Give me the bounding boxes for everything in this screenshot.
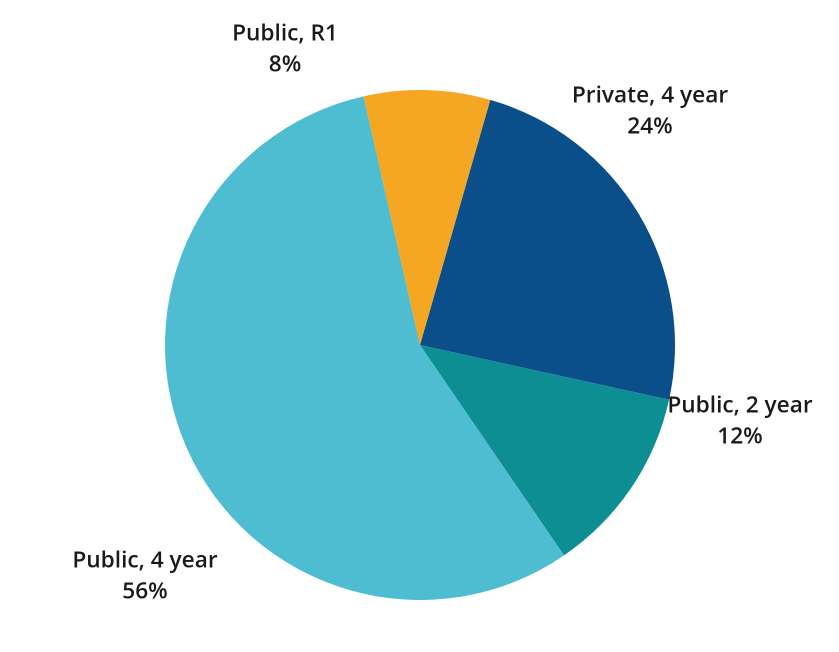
pie-chart: Private, 4 year 24% Public, 2 year 12% P… [0,0,839,652]
pie-svg [0,0,839,652]
